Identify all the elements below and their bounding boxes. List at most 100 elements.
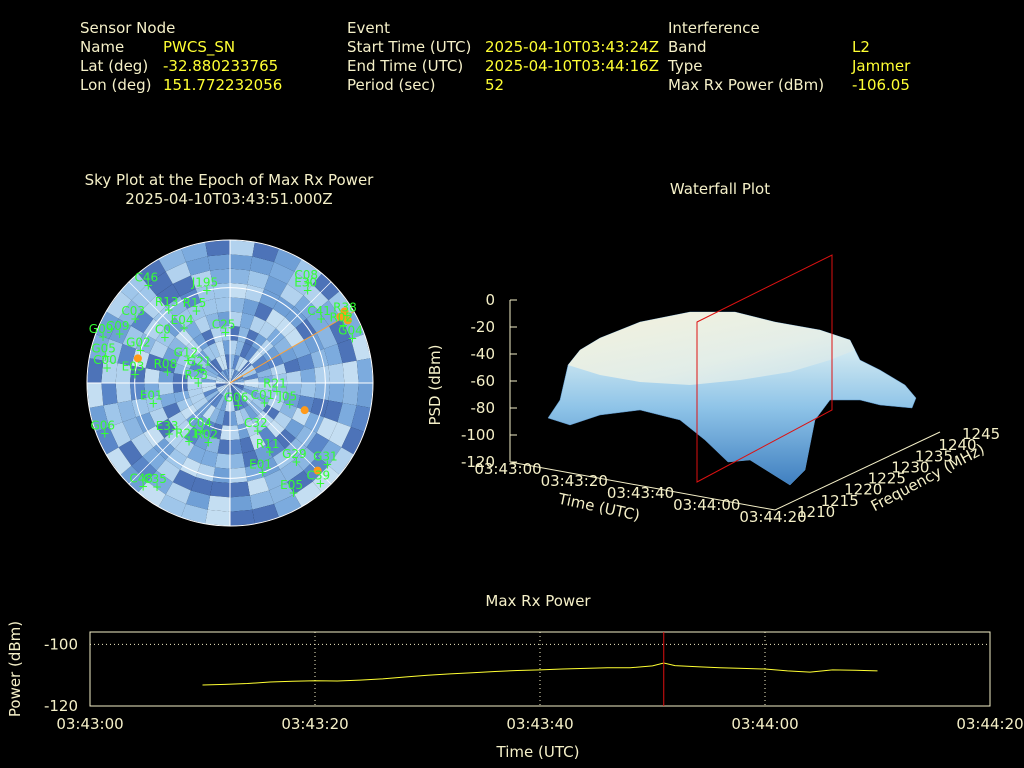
- skyplot-sat-label: G12: [174, 346, 199, 360]
- skyplot-cell: [106, 447, 132, 475]
- skyplot-sat-label: R21: [175, 427, 199, 441]
- skyplot-sat-marker: +: [148, 397, 158, 411]
- skyplot-sat-marker: +: [291, 455, 301, 469]
- skyplot-sat-label: G21: [187, 355, 212, 369]
- skyplot-cell: [251, 415, 267, 433]
- skyplot-sat-marker: +: [303, 283, 313, 297]
- power-chart-line: [202, 662, 878, 686]
- skyplot-cell: [272, 296, 295, 318]
- waterfall-psd-tick-label: -80: [471, 399, 496, 417]
- skyplot-cell: [103, 402, 123, 428]
- waterfall-freq-tick-label: 1225: [868, 470, 906, 488]
- skyplot-sat-label: R15: [183, 296, 207, 310]
- skyplot-cell: [118, 300, 143, 326]
- skyplot-cell: [138, 481, 166, 507]
- power-chart-x-tick-label: 03:44:00: [731, 715, 798, 733]
- skyplot-cell: [243, 385, 259, 393]
- skyplot-cell: [230, 383, 233, 398]
- waterfall-psd-tick-label: -100: [461, 426, 495, 444]
- skyplot-sat-label: G02: [126, 335, 151, 349]
- skyplot-cell: [195, 284, 216, 303]
- skyplot-cell: [256, 387, 273, 398]
- skyplot-sat-label: C25: [212, 317, 236, 331]
- skyplot-sat-label: C09: [106, 319, 130, 333]
- skyplot-cell: [244, 378, 259, 383]
- skyplot-cell: [239, 407, 252, 424]
- power-chart-title: Max Rx Power: [485, 592, 591, 610]
- skyplot-sat-label: G31: [313, 450, 338, 464]
- skyplot-cell: [258, 375, 273, 383]
- skyplot-cell: [215, 378, 230, 383]
- sensor-lat-label: Lat (deg): [80, 57, 149, 75]
- skyplot-sat-marker: +: [152, 480, 162, 494]
- skyplot-cell: [230, 453, 245, 469]
- skyplot-jammer-dot: [133, 354, 142, 363]
- skyplot-cell: [324, 400, 343, 423]
- skyplot-cell: [184, 321, 202, 340]
- skyplot-cell: [172, 373, 188, 383]
- skyplot-sat-marker: +: [197, 424, 207, 438]
- skyplot-sat-marker: +: [342, 308, 352, 322]
- skyplot-cell: [227, 383, 230, 398]
- skyplot-cell: [210, 268, 230, 285]
- skyplot-cell: [310, 348, 329, 369]
- skyplot-sat-marker: +: [233, 398, 243, 412]
- skyplot-cell: [208, 342, 221, 359]
- interference-band-label: Band: [668, 38, 707, 56]
- skyplot-cell: [244, 404, 258, 421]
- skyplot-cell: [187, 444, 206, 464]
- sensor-name-label: Name: [80, 38, 125, 56]
- skyplot-sat-marker: +: [179, 321, 189, 335]
- skyplot-cell: [145, 353, 163, 371]
- waterfall-time-tick-label: 03:43:20: [541, 472, 608, 490]
- skyplot-cell: [328, 363, 345, 383]
- skyplot-cell: [215, 380, 230, 383]
- skyplot-cell: [189, 392, 206, 405]
- skyplot-cell: [244, 345, 258, 362]
- skyplot-cell: [208, 407, 221, 424]
- skyplot-cell: [337, 402, 357, 428]
- skyplot-cell: [203, 387, 218, 398]
- skyplot-cell: [130, 433, 154, 457]
- skyplot-cell: [242, 298, 260, 316]
- skyplot-cell: [185, 256, 211, 276]
- skyplot-sat-marker: +: [164, 303, 174, 317]
- skyplot-cell: [279, 402, 298, 419]
- interference-power-value: -106.05: [852, 76, 910, 94]
- waterfall-psd-tick-label: -60: [471, 372, 496, 390]
- skyplot-sat-label: C32: [244, 416, 268, 430]
- skyplot-cell: [244, 420, 259, 437]
- skyplot-cell: [230, 439, 243, 455]
- skyplot-cell: [230, 282, 248, 299]
- skyplot-cell: [230, 325, 240, 341]
- skyplot-cell: [227, 368, 230, 383]
- skyplot-cell: [283, 358, 301, 374]
- skyplot-cell: [194, 315, 211, 334]
- skyplot-cell: [215, 395, 226, 410]
- skyplot-sat-marker: +: [221, 325, 231, 339]
- skyplot-cell: [279, 347, 298, 364]
- skyplot-cell: [138, 259, 166, 285]
- skyplot-cell: [174, 308, 195, 329]
- sensor-lon-label: Lon (deg): [80, 76, 152, 94]
- skyplot-cell: [122, 325, 144, 349]
- skyplot-sat-label: C01: [251, 388, 275, 402]
- skyplot-cell: [190, 477, 213, 496]
- waterfall-psd-tick-label: 0: [485, 291, 495, 309]
- skyplot-sat-label: C35: [143, 472, 167, 486]
- skyplot-cell: [201, 420, 216, 437]
- skyplot-cell: [173, 390, 190, 403]
- skyplot-cell: [117, 343, 136, 366]
- skyplot-cell: [147, 271, 173, 296]
- skyplot-cell: [254, 361, 271, 374]
- skyplot-cell: [234, 395, 245, 410]
- skyplot-sat-label: R23: [184, 368, 208, 382]
- skyplot-cell: [232, 396, 240, 412]
- skyplot-cell: [239, 342, 252, 359]
- skyplot-cell: [210, 326, 223, 343]
- skyplot-cell: [230, 254, 253, 271]
- waterfall-freq-tick-label: 1240: [938, 436, 976, 454]
- skyplot-sat-label: C41: [307, 304, 331, 318]
- waterfall-axes: 0-20-40-60-80-100-120 03:43:0003:43:2003…: [461, 291, 1000, 526]
